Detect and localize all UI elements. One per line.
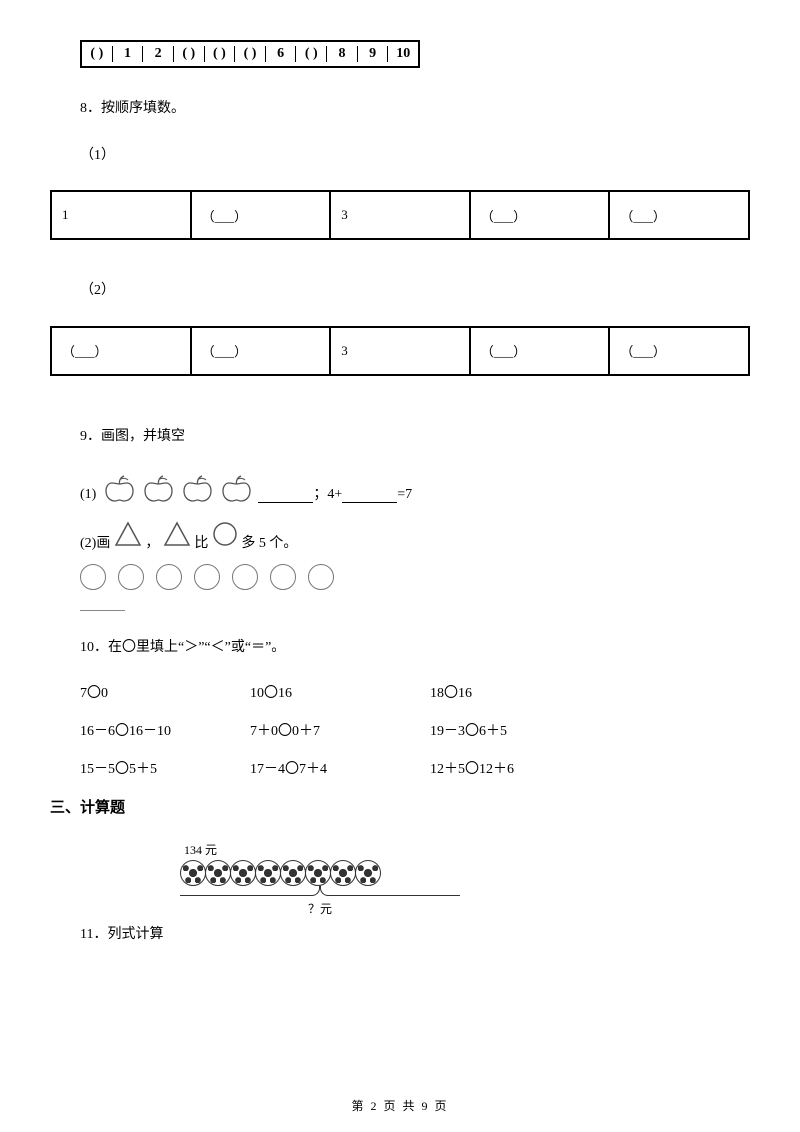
number-line: ( ) 1 2 ( ) ( ) ( ) 6 ( ) 8 9 10: [80, 40, 420, 68]
soccer-ball-icon: [180, 860, 206, 886]
q9-line2: (2)画 ， 比 多 5 个。: [80, 521, 750, 552]
triangle-icon: [163, 536, 195, 551]
q9-1-suffix: =7: [397, 487, 412, 503]
table-cell[interactable]: （___）: [51, 327, 191, 375]
apple-icon: [141, 471, 176, 503]
soccer-ball-icon: [330, 860, 356, 886]
blank-underline[interactable]: [342, 489, 397, 503]
triangle-icon: [114, 536, 146, 551]
q10-cell[interactable]: 18〇16: [430, 682, 610, 702]
numline-cell[interactable]: ( ): [205, 46, 236, 62]
circle-icon: [212, 536, 242, 551]
q9-title: 9．画图，并填空: [80, 424, 750, 449]
q9-1-prefix: (1): [80, 487, 96, 503]
circle-icon: [194, 564, 220, 590]
section3-heading: 三、计算题: [50, 796, 750, 817]
circle-row: [80, 564, 750, 590]
q10-cell[interactable]: 7＋0〇0＋7: [250, 720, 430, 740]
answer-line[interactable]: [80, 610, 125, 611]
table-cell[interactable]: （___）: [470, 191, 610, 239]
q10-row: 16－6〇16－10 7＋0〇0＋7 19－3〇6＋5: [80, 720, 750, 740]
q10-cell[interactable]: 12＋5〇12＋6: [430, 758, 610, 778]
q9-1-mid: ；4+: [313, 483, 342, 503]
q8-table1: 1 （___） 3 （___） （___）: [50, 190, 750, 240]
q10-row: 15－5〇5＋5 17－4〇7＋4 12＋5〇12＋6: [80, 758, 750, 778]
numline-cell[interactable]: ( ): [82, 46, 113, 62]
q9-2-mid: ，: [145, 536, 159, 551]
q10-cell[interactable]: 15－5〇5＋5: [80, 758, 250, 778]
numline-cell[interactable]: ( ): [235, 46, 266, 62]
q8-table2: （___） （___） 3 （___） （___）: [50, 326, 750, 376]
price-label: 134 元: [184, 841, 460, 858]
q11-title: 11．列式计算: [80, 923, 750, 943]
circle-icon: [80, 564, 106, 590]
table-cell[interactable]: （___）: [191, 191, 331, 239]
soccer-ball-icon: [305, 860, 331, 886]
table-cell[interactable]: （___）: [191, 327, 331, 375]
q10-cell[interactable]: 7〇0: [80, 682, 250, 702]
q10-cell[interactable]: 19－3〇6＋5: [430, 720, 610, 740]
table-cell: 3: [330, 191, 470, 239]
q10-title: 10．在〇里填上“＞”“＜”或“＝”。: [80, 635, 750, 660]
numline-cell: 9: [358, 46, 389, 62]
blank-underline[interactable]: [258, 489, 313, 503]
q9-2-end: 多 5 个。: [241, 536, 297, 551]
table-cell: 3: [330, 327, 470, 375]
table-cell: 1: [51, 191, 191, 239]
q8-sub1: （1）: [80, 143, 750, 168]
circle-icon: [308, 564, 334, 590]
soccer-ball-icon: [280, 860, 306, 886]
circle-icon: [232, 564, 258, 590]
apple-icon: [180, 471, 215, 503]
numline-cell: 6: [266, 46, 297, 62]
page-footer: 第 2 页 共 9 页: [0, 1097, 800, 1114]
numline-cell: 8: [327, 46, 358, 62]
numline-cell[interactable]: ( ): [296, 46, 327, 62]
q10-cell[interactable]: 16－6〇16－10: [80, 720, 250, 740]
soccer-diagram: 134 元 ？元: [180, 841, 460, 917]
table-cell[interactable]: （___）: [470, 327, 610, 375]
soccer-ball-icon: [355, 860, 381, 886]
brace-icon: [180, 886, 460, 902]
circle-icon: [118, 564, 144, 590]
q10-row: 7〇0 10〇16 18〇16: [80, 682, 750, 702]
q9-line1: (1) ；4+ =7: [80, 471, 750, 503]
numline-cell: 2: [143, 46, 174, 62]
table-cell[interactable]: （___）: [609, 327, 749, 375]
circle-icon: [270, 564, 296, 590]
soccer-ball-icon: [205, 860, 231, 886]
brace-label: ？元: [180, 900, 460, 917]
circle-icon: [156, 564, 182, 590]
numline-cell: 10: [388, 46, 418, 62]
q10-cell[interactable]: 10〇16: [250, 682, 430, 702]
table-cell[interactable]: （___）: [609, 191, 749, 239]
soccer-ball-icon: [230, 860, 256, 886]
q9-2-after: 比: [194, 536, 208, 551]
q9-2-prefix: (2)画: [80, 536, 110, 551]
apple-icon: [219, 471, 254, 503]
apple-icon: [102, 471, 137, 503]
numline-cell: 1: [113, 46, 144, 62]
numline-cell[interactable]: ( ): [174, 46, 205, 62]
q8-sub2: （2）: [80, 278, 750, 303]
soccer-ball-icon: [255, 860, 281, 886]
apple-group: [102, 471, 258, 503]
q10-cell[interactable]: 17－4〇7＋4: [250, 758, 430, 778]
q8-title: 8．按顺序填数。: [80, 96, 750, 121]
